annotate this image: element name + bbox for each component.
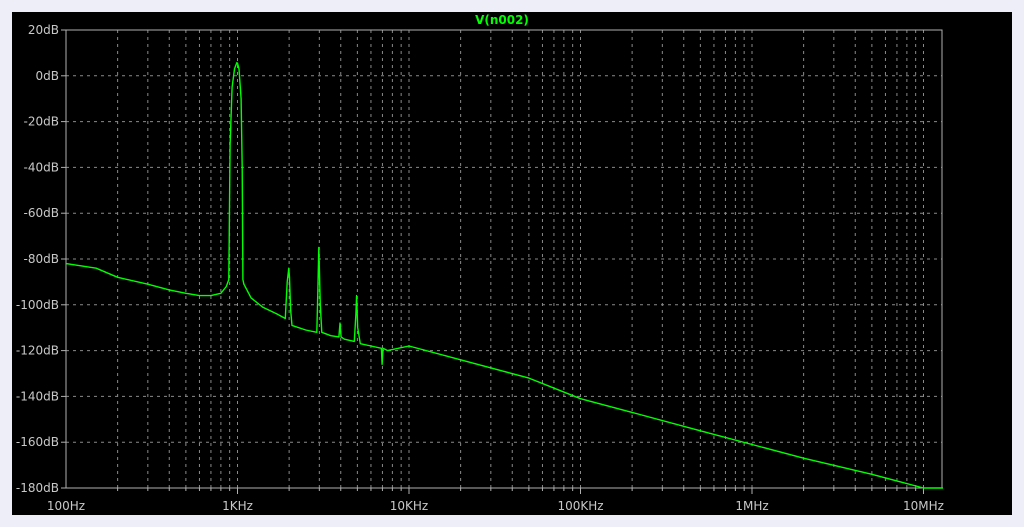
y-tick-label: -180dB <box>16 481 59 495</box>
y-tick-label: -60dB <box>24 206 59 220</box>
x-tick-label: 10KHz <box>390 499 428 513</box>
axis-ticks: 20dB 0dB -20dB -40dB -60dB -80dB -100dB -120dB -… <box>16 23 944 513</box>
y-tick-label: -140dB <box>16 389 59 403</box>
y-tick-label: 20dB <box>28 23 59 37</box>
x-tick-label: 1KHz <box>222 499 253 513</box>
trace-v-n002 <box>65 62 943 489</box>
grid <box>66 30 942 488</box>
y-tick-label: -80dB <box>24 252 59 266</box>
y-tick-label: -40dB <box>24 160 59 174</box>
y-tick-label: 0dB <box>36 69 59 83</box>
y-tick-label: -20dB <box>24 115 59 129</box>
x-tick-label: 100Hz <box>47 499 85 513</box>
y-tick-label: -160dB <box>16 435 59 449</box>
trace-title[interactable]: V(n002) <box>475 13 529 27</box>
x-tick-label: 100KHz <box>557 499 603 513</box>
y-tick-label: -100dB <box>16 298 59 312</box>
x-tick-label: 10MHz <box>903 499 944 513</box>
x-tick-label: 1MHz <box>735 499 768 513</box>
y-tick-label: -120dB <box>16 344 59 358</box>
